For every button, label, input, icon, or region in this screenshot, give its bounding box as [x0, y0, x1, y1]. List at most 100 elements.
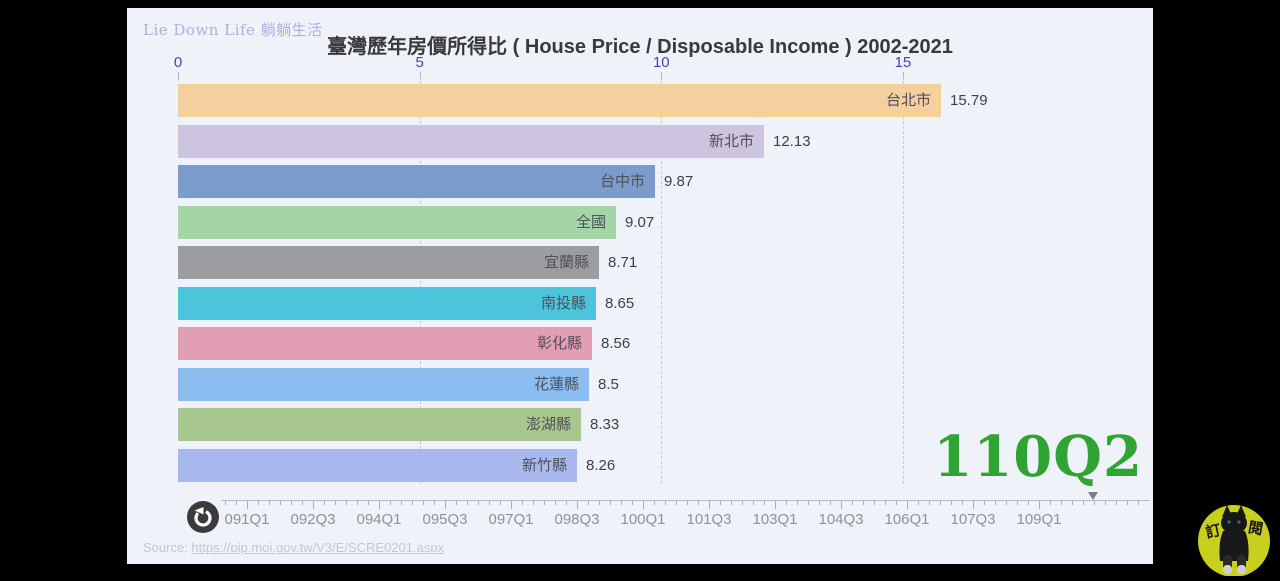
timeline-minor-tick — [885, 501, 886, 505]
cat-icon: 訂 閱 — [1198, 505, 1270, 577]
timeline-minor-tick — [1050, 501, 1051, 505]
timeline-minor-tick — [962, 501, 963, 505]
timeline-label[interactable]: 094Q1 — [356, 511, 402, 528]
timeline-minor-tick — [819, 501, 820, 505]
timeline-major-tick — [775, 501, 776, 509]
replay-icon — [187, 501, 219, 533]
timeline-minor-tick — [544, 501, 545, 505]
bar-row: 彰化縣 8.56 — [178, 327, 1138, 360]
timeline-minor-tick — [456, 501, 457, 505]
timeline-minor-tick — [676, 501, 677, 505]
timeline-minor-tick — [500, 501, 501, 505]
bar-category-label: 全國 — [575, 214, 606, 231]
bar-新竹縣[interactable]: 新竹縣 — [178, 449, 577, 482]
timeline-minor-tick — [269, 501, 270, 505]
timeline-label[interactable]: 092Q3 — [290, 511, 336, 528]
timeline-minor-tick — [918, 501, 919, 505]
timeline-minor-tick — [1094, 501, 1095, 505]
timeline-minor-tick — [786, 501, 787, 505]
timeline-label[interactable]: 103Q1 — [752, 511, 798, 528]
bar-value-label: 8.65 — [605, 295, 635, 312]
timeline-minor-tick — [258, 501, 259, 505]
bar-value-label: 8.56 — [601, 335, 631, 352]
source-prefix: Source: — [143, 540, 192, 555]
chart-stage: Lie Down Life 躺躺生活 臺灣歷年房價所得比 ( House Pri… — [127, 8, 1153, 564]
timeline-minor-tick — [423, 501, 424, 505]
svg-text:閱: 閱 — [1247, 519, 1265, 538]
timeline-major-tick — [841, 501, 842, 509]
timeline-minor-tick — [852, 501, 853, 505]
timeline-major-tick — [577, 501, 578, 509]
timeline-major-tick — [907, 501, 908, 509]
timeline-minor-tick — [863, 501, 864, 505]
bar-澎湖縣[interactable]: 澎湖縣 — [178, 408, 581, 441]
replay-button[interactable] — [186, 500, 220, 534]
bar-彰化縣[interactable]: 彰化縣 — [178, 327, 592, 360]
timeline-label[interactable]: 095Q3 — [422, 511, 468, 528]
timeline-minor-tick — [434, 501, 435, 505]
bar-value-label: 8.5 — [598, 376, 619, 393]
timeline-minor-tick — [830, 501, 831, 505]
subscribe-cat-logo[interactable]: 訂 閱 — [1196, 503, 1272, 577]
bar-台中市[interactable]: 台中市 — [178, 165, 655, 198]
timeline-minor-tick — [808, 501, 809, 505]
bar-row: 宜蘭縣 8.71 — [178, 246, 1138, 279]
timeline-minor-tick — [588, 501, 589, 505]
timeline-minor-tick — [753, 501, 754, 505]
gridline — [661, 76, 663, 484]
chart-title: 臺灣歷年房價所得比 ( House Price / Disposable Inc… — [327, 36, 953, 58]
bar-宜蘭縣[interactable]: 宜蘭縣 — [178, 246, 599, 279]
timeline-minor-tick — [555, 501, 556, 505]
bar-value-label: 8.26 — [586, 457, 616, 474]
timeline-track[interactable] — [222, 500, 1150, 501]
bar-value-label: 12.13 — [773, 133, 811, 150]
timeline-minor-tick — [280, 501, 281, 505]
timeline-minor-tick — [324, 501, 325, 505]
timeline-minor-tick — [984, 501, 985, 505]
timeline-label[interactable]: 106Q1 — [884, 511, 930, 528]
bar-value-label: 9.87 — [664, 173, 694, 190]
timeline-minor-tick — [929, 501, 930, 505]
bar-row: 台北市 15.79 — [178, 84, 1138, 117]
bar-value-label: 8.71 — [608, 254, 638, 271]
bar-南投縣[interactable]: 南投縣 — [178, 287, 596, 320]
timeline-label[interactable]: 100Q1 — [620, 511, 666, 528]
timeline-label[interactable]: 097Q1 — [488, 511, 534, 528]
timeline-minor-tick — [566, 501, 567, 505]
timeline-minor-tick — [467, 501, 468, 505]
bar-category-label: 花蓮縣 — [533, 376, 579, 393]
timeline-position-marker[interactable] — [1088, 492, 1098, 500]
source-caption: Source: https://pip.moi.gov.tw/V3/E/SCRE… — [143, 540, 444, 555]
gridline — [902, 76, 904, 484]
bar-全國[interactable]: 全國 — [178, 206, 616, 239]
timeline-label[interactable]: 107Q3 — [950, 511, 996, 528]
timeline-minor-tick — [489, 501, 490, 505]
timeline-minor-tick — [478, 501, 479, 505]
timeline-major-tick — [511, 501, 512, 509]
bar-row: 全國 9.07 — [178, 206, 1138, 239]
timeline-label[interactable]: 109Q1 — [1016, 511, 1062, 528]
bar-row: 南投縣 8.65 — [178, 287, 1138, 320]
timeline-label[interactable]: 091Q1 — [224, 511, 270, 528]
channel-watermark: Lie Down Life 躺躺生活 — [143, 21, 323, 39]
timeline-minor-tick — [632, 501, 633, 505]
x-axis-tick-label: 15 — [894, 54, 912, 71]
timeline-major-tick — [379, 501, 380, 509]
timeline-minor-tick — [346, 501, 347, 505]
timeline-major-tick — [973, 501, 974, 509]
timeline-minor-tick — [401, 501, 402, 505]
timeline-label[interactable]: 098Q3 — [554, 511, 600, 528]
timeline-label[interactable]: 104Q3 — [818, 511, 864, 528]
timeline-label[interactable]: 101Q3 — [686, 511, 732, 528]
timeline-minor-tick — [412, 501, 413, 505]
timeline-minor-tick — [874, 501, 875, 505]
timeline-minor-tick — [1127, 501, 1128, 505]
bar-新北市[interactable]: 新北市 — [178, 125, 764, 158]
timeline-minor-tick — [236, 501, 237, 505]
source-link[interactable]: https://pip.moi.gov.tw/V3/E/SCRE0201.asp… — [191, 540, 445, 555]
bar-花蓮縣[interactable]: 花蓮縣 — [178, 368, 589, 401]
timeline-minor-tick — [797, 501, 798, 505]
svg-text:訂: 訂 — [1204, 521, 1222, 542]
bar-台北市[interactable]: 台北市 — [178, 84, 941, 117]
bar-value-label: 15.79 — [950, 92, 988, 109]
